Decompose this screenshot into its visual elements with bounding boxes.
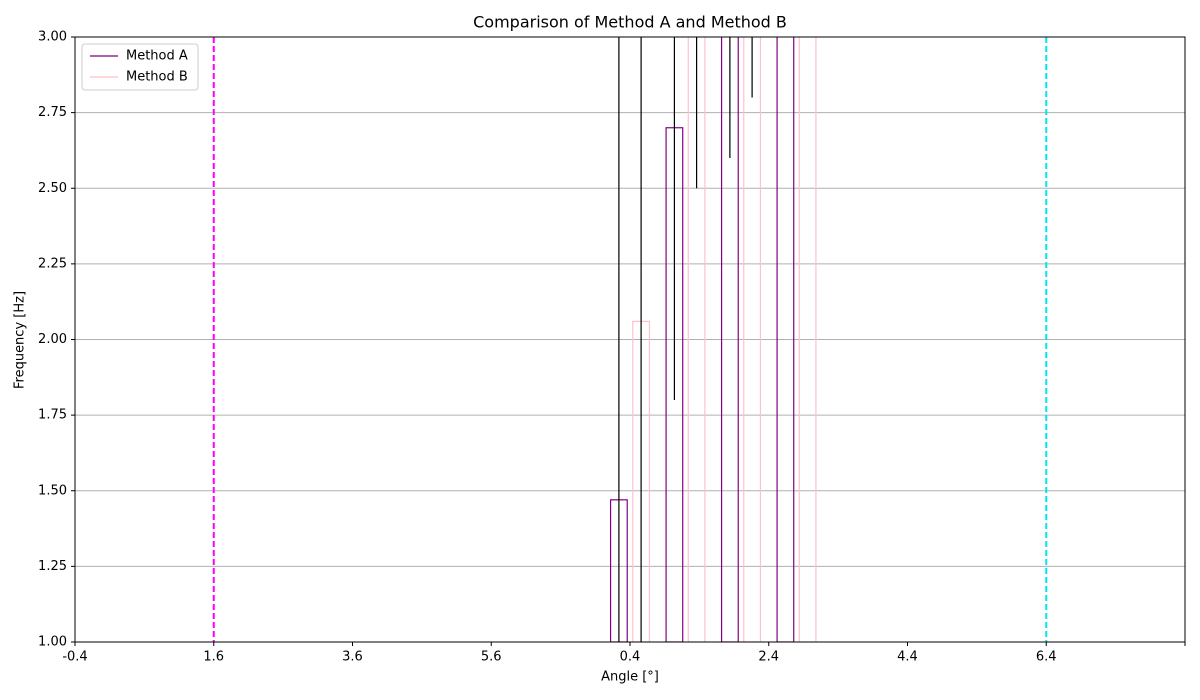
bar	[687, 37, 706, 642]
x-axis-label: Angle [°]	[601, 670, 659, 685]
y-tick-label: 1.50	[38, 483, 67, 498]
bar	[720, 37, 739, 642]
y-tick-label: 1.00	[38, 635, 67, 650]
chart-title: Comparison of Method A and Method B	[473, 13, 787, 32]
x-tick-label: 2.4	[758, 650, 779, 665]
bar	[743, 37, 762, 642]
bar	[798, 37, 817, 642]
plot-area	[212, 37, 1048, 642]
y-tick-label: 1.25	[38, 559, 67, 574]
x-tick-label: 3.6	[342, 650, 363, 665]
y-tick-label: 2.25	[38, 256, 67, 271]
legend-label: Method A	[126, 49, 188, 64]
legend: Method A Method B	[81, 43, 199, 91]
x-tick-label: -0.4	[62, 650, 87, 665]
x-tick-label: 5.6	[481, 650, 502, 665]
x-tick-label: 4.4	[897, 650, 918, 665]
y-tick-label: 2.75	[38, 105, 67, 120]
y-tick-label: 3.00	[38, 30, 67, 45]
y-tick-label: 2.00	[38, 332, 67, 347]
x-tick-label: 1.6	[203, 650, 224, 665]
x-tick-label: 6.4	[1036, 650, 1057, 665]
x-tick-label: 0.4	[620, 650, 641, 665]
y-tick-label: 2.50	[38, 181, 67, 196]
bar	[776, 37, 795, 642]
plot-frame	[74, 36, 1186, 643]
y-axis-label: Frequency [Hz]	[13, 291, 28, 389]
y-tick-label: 1.75	[38, 408, 67, 423]
legend-label: Method B	[126, 70, 188, 85]
